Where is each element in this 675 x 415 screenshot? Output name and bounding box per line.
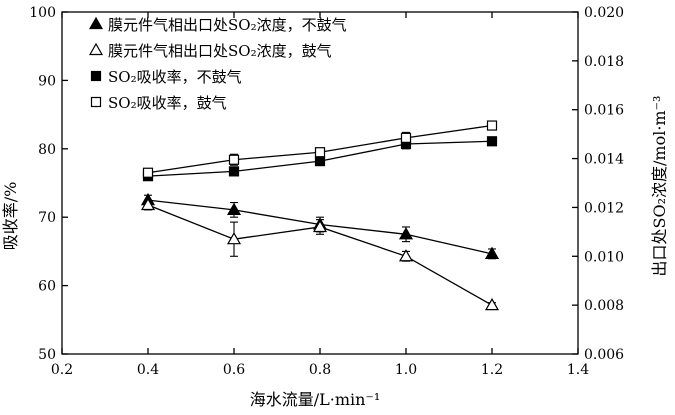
x-tick-label: 0.4 bbox=[137, 362, 159, 378]
series-2 bbox=[142, 136, 498, 182]
data-point bbox=[484, 297, 500, 311]
data-point bbox=[140, 197, 156, 211]
data-point bbox=[398, 249, 414, 262]
x-axis-title: 海水流量/L·min⁻¹ bbox=[250, 390, 381, 409]
x-tick-label: 0.8 bbox=[309, 362, 331, 378]
y-right-tick-label: 0.014 bbox=[584, 152, 624, 168]
x-tick-label: 1.2 bbox=[481, 362, 503, 378]
legend-marker bbox=[88, 42, 104, 56]
y-left-tick-label: 60 bbox=[38, 279, 56, 295]
legend-item: 膜元件气相出口处SO₂浓度，不鼓气 bbox=[88, 16, 347, 34]
data-point bbox=[226, 202, 242, 215]
y-left-tick-label: 70 bbox=[38, 210, 56, 226]
y-axis-title-left: 吸收率/% bbox=[1, 182, 20, 251]
legend-label: 膜元件气相出口处SO₂浓度，不鼓气 bbox=[108, 16, 347, 34]
y-right-tick-label: 0.010 bbox=[584, 249, 624, 265]
legend-item: 膜元件气相出口处SO₂浓度，鼓气 bbox=[88, 42, 332, 60]
data-point bbox=[312, 219, 328, 233]
y-right-tick-label: 0.016 bbox=[584, 103, 624, 119]
data-point bbox=[228, 154, 240, 165]
x-tick-label: 0.6 bbox=[223, 362, 245, 378]
data-point bbox=[400, 132, 412, 143]
series-1 bbox=[140, 197, 500, 311]
x-tick-label: 1.0 bbox=[395, 362, 417, 378]
x-tick-label: 1.4 bbox=[567, 362, 589, 378]
y-axis-title-right: 出口处SO₂浓度/mol·m⁻³ bbox=[650, 96, 669, 277]
data-point bbox=[398, 227, 414, 240]
y-right-tick-label: 0.012 bbox=[584, 200, 624, 216]
x-tick-label: 0.2 bbox=[51, 362, 73, 378]
legend-item: SO₂吸收率，不鼓气 bbox=[90, 68, 242, 86]
data-point bbox=[486, 120, 498, 131]
data-point bbox=[314, 156, 326, 167]
y-left-tick-label: 90 bbox=[38, 73, 56, 89]
y-left-tick-label: 80 bbox=[38, 142, 56, 158]
legend-label: 膜元件气相出口处SO₂浓度，鼓气 bbox=[108, 42, 332, 60]
data-point bbox=[142, 167, 154, 178]
y-left-tick-label: 100 bbox=[29, 5, 56, 21]
data-point bbox=[228, 166, 240, 177]
y-left-tick-label: 50 bbox=[38, 347, 56, 363]
legend-item: SO₂吸收率，鼓气 bbox=[90, 94, 227, 112]
data-point bbox=[226, 231, 242, 245]
series-3 bbox=[142, 120, 498, 178]
legend-label: SO₂吸收率，不鼓气 bbox=[108, 68, 242, 86]
legend-marker bbox=[88, 16, 104, 30]
legend-marker bbox=[90, 70, 102, 82]
data-point bbox=[486, 136, 498, 147]
legend-label: SO₂吸收率，鼓气 bbox=[108, 94, 227, 112]
legend-marker bbox=[90, 96, 102, 108]
data-point bbox=[314, 147, 326, 158]
series-layer bbox=[140, 120, 500, 311]
y-right-tick-label: 0.008 bbox=[584, 298, 624, 314]
data-point bbox=[484, 246, 500, 259]
y-right-tick-label: 0.006 bbox=[584, 347, 624, 363]
axes: 0.2 0.4 0.6 0.8 1.0 1.2 1.4 50 60 70 80 90 100 0.006 0… bbox=[29, 5, 624, 378]
plot-frame bbox=[61, 11, 579, 355]
y-right-tick-label: 0.020 bbox=[584, 5, 624, 21]
y-right-tick-label: 0.018 bbox=[584, 54, 624, 70]
